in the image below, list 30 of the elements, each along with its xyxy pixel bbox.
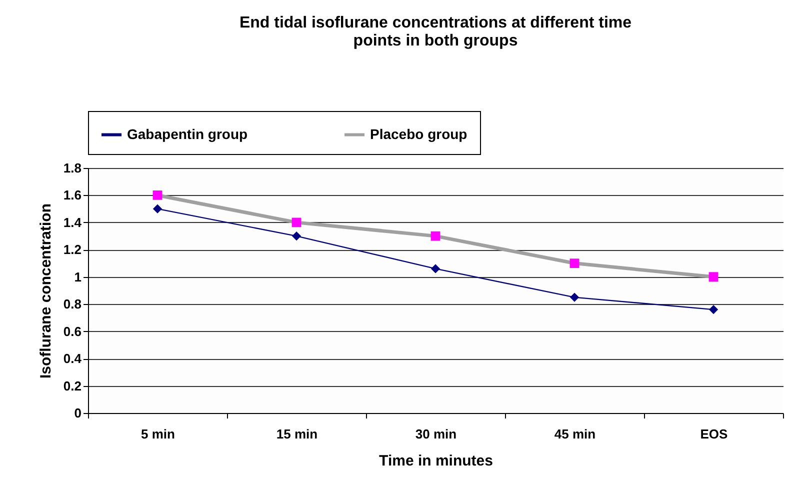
legend-label: Placebo group: [370, 126, 468, 142]
x-axis-title: Time in minutes: [379, 452, 493, 470]
chart-title: End tidal isoflurane concentrations at different time points in both groups: [239, 14, 632, 50]
y-tick-label: 1.4: [63, 214, 82, 230]
point: [570, 293, 579, 302]
x-tick-label: EOS: [700, 426, 728, 442]
point: [430, 231, 440, 241]
point: [709, 305, 718, 314]
x-tick-label: 45 min: [554, 426, 596, 442]
y-tick-label: 0.4: [63, 351, 82, 366]
y-tick-label: 0.6: [63, 324, 82, 339]
legend-label: Gabapentin group: [127, 126, 248, 142]
y-tick-label: 1.6: [63, 188, 82, 203]
y-tick-label: 0.8: [63, 296, 82, 312]
x-tick-label: 5 min: [141, 426, 176, 442]
point: [292, 218, 302, 228]
y-axis-title: Isoflurane concentration: [37, 203, 54, 379]
point: [431, 264, 440, 273]
point: [570, 258, 580, 268]
y-tick-label: 1: [74, 269, 82, 284]
x-tick-label: 15 min: [276, 426, 318, 442]
y-tick-label: 1.8: [63, 160, 82, 176]
point: [292, 232, 301, 240]
y-tick-label: 0.2: [63, 378, 82, 394]
point: [708, 272, 718, 282]
y-tick-label: 1.2: [63, 242, 82, 258]
x-tick-label: 30 min: [415, 426, 457, 442]
y-tick-label: 0: [74, 406, 82, 420]
point: [152, 190, 162, 200]
point: [153, 204, 162, 213]
